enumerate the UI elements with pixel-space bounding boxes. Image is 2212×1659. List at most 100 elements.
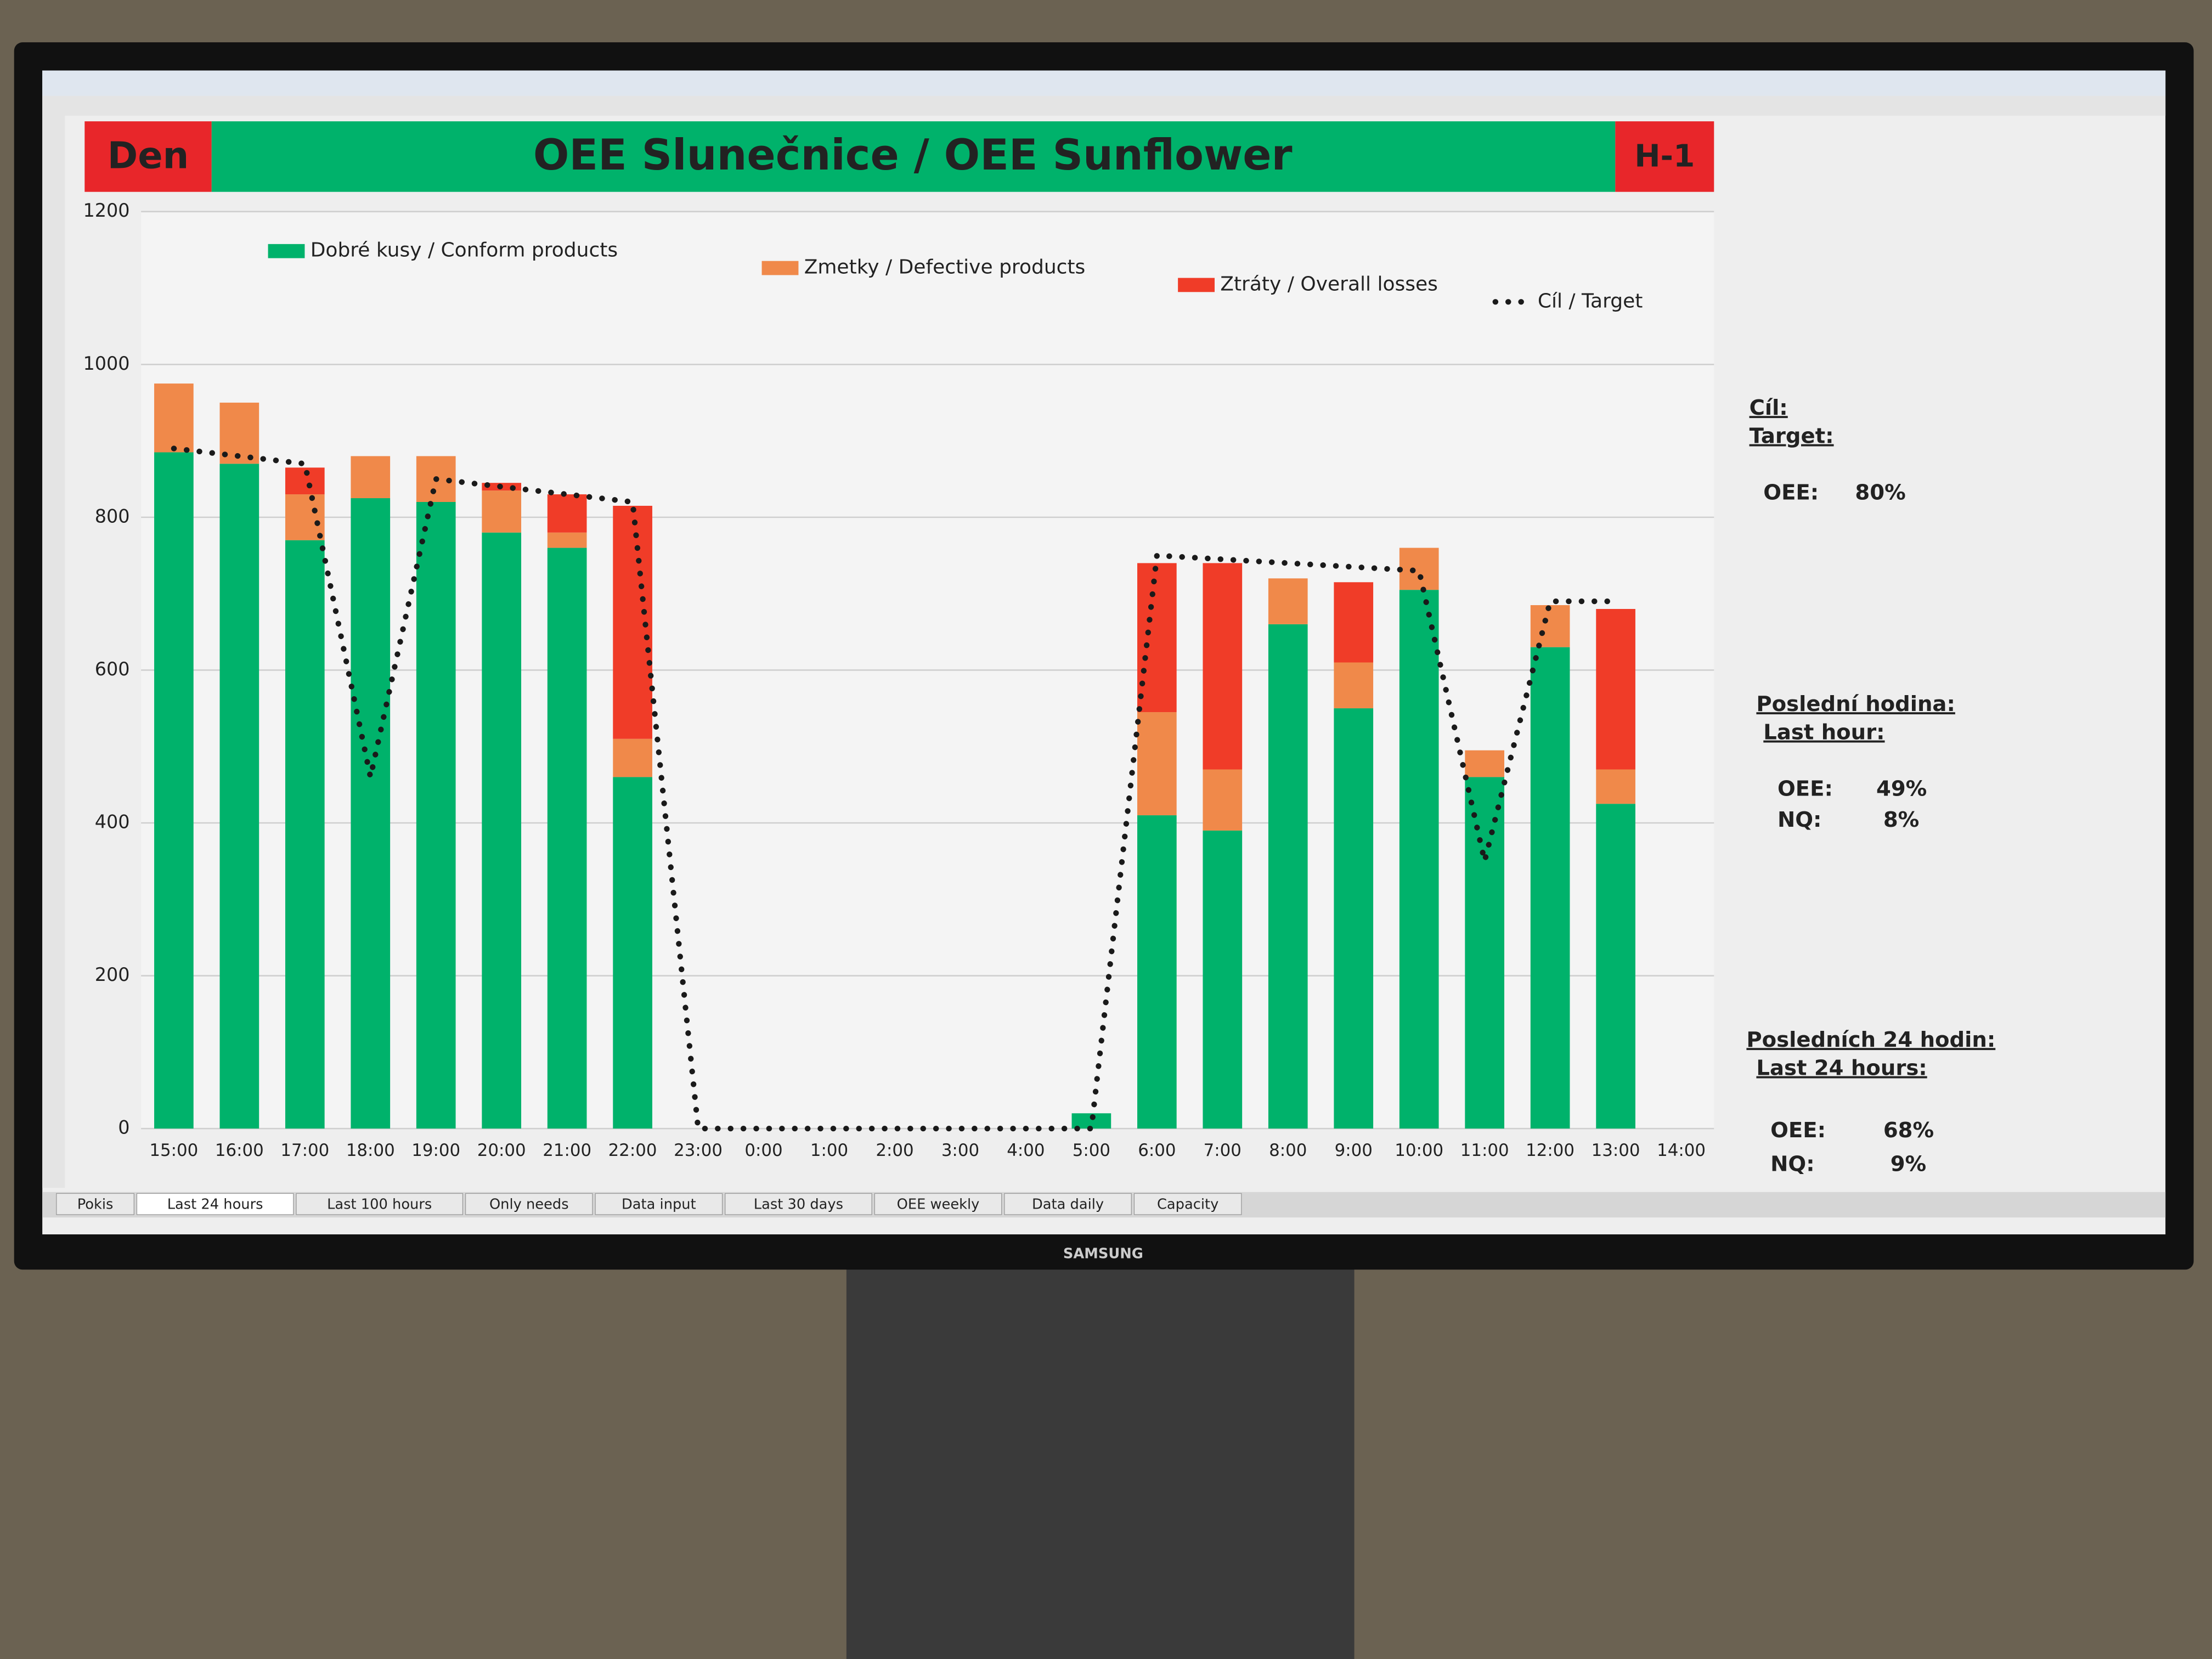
target-oee: 80% <box>1855 481 1905 505</box>
last-hour-heading: Poslední hodina: <box>1756 692 1955 716</box>
x-tick-label: 23:00 <box>674 1141 723 1160</box>
y-tick-label: 1000 <box>83 353 130 374</box>
sheet-tab[interactable] <box>1133 1193 1242 1215</box>
bar-segment <box>1203 769 1243 831</box>
sheet-tab[interactable] <box>595 1193 723 1215</box>
bar-segment <box>285 494 325 540</box>
last-24-oee-label: OEE: <box>1770 1118 1826 1143</box>
side-panel: Cíl: Target: OEE: 80% Poslední hodina: L… <box>1746 396 1995 1176</box>
last-24-nq-label: NQ: <box>1770 1152 1814 1177</box>
bar-segment <box>285 540 325 1129</box>
last-hour-nq-label: NQ: <box>1778 808 1821 832</box>
bar-segment <box>351 456 391 499</box>
bar-segment <box>1268 624 1308 1129</box>
x-tick-label: 10:00 <box>1395 1141 1443 1160</box>
column-header-row <box>42 95 2166 116</box>
sheet-tab-label[interactable]: Last 100 hours <box>327 1197 432 1213</box>
y-tick-label: 1200 <box>83 200 130 221</box>
sheet-tab-label[interactable]: OEE weekly <box>897 1197 980 1213</box>
x-tick-label: 21:00 <box>543 1141 591 1160</box>
y-tick-label: 800 <box>95 505 130 527</box>
bar-segment <box>1334 662 1374 709</box>
x-tick-label: 7:00 <box>1204 1141 1242 1160</box>
target-heading-en: Target: <box>1750 424 1834 449</box>
x-tick-label: 1:00 <box>810 1141 848 1160</box>
bar-segment <box>1465 750 1504 777</box>
sheet-tab-label[interactable]: Data input <box>622 1197 696 1213</box>
sheet-tab-label[interactable]: Data daily <box>1032 1197 1104 1213</box>
sheet-tab[interactable] <box>874 1193 1002 1215</box>
bar-segment <box>1596 769 1635 804</box>
last-24-nq: 9% <box>1891 1152 1926 1177</box>
last-hour-oee-label: OEE: <box>1778 777 1833 802</box>
x-tick-label: 11:00 <box>1460 1141 1509 1160</box>
legend-swatch <box>761 261 799 275</box>
sheet-tab-label[interactable]: Capacity <box>1157 1197 1218 1213</box>
x-tick-label: 12:00 <box>1526 1141 1575 1160</box>
legend-swatch <box>1178 278 1215 292</box>
bar-segment <box>1268 578 1308 624</box>
sheet-tab[interactable] <box>725 1193 872 1215</box>
sheet-tab-label[interactable]: Pokis <box>77 1197 114 1213</box>
legend-swatch <box>268 244 305 258</box>
sheet-tab-label[interactable]: Last 24 hours <box>167 1197 263 1213</box>
legend-label: Cíl / Target <box>1538 290 1643 312</box>
bar-segment <box>1399 548 1439 590</box>
sheet-tab-label[interactable]: Last 30 days <box>754 1197 843 1213</box>
sheet-tab[interactable] <box>465 1193 593 1215</box>
legend-label: Dobré kusy / Conform products <box>311 239 618 262</box>
last-24-heading-en: Last 24 hours: <box>1756 1056 1927 1081</box>
sheet-tab[interactable] <box>296 1193 464 1215</box>
x-tick-label: 19:00 <box>411 1141 460 1160</box>
x-tick-label: 13:00 <box>1592 1141 1640 1160</box>
bar-segment <box>547 532 587 548</box>
bar-segment <box>1334 582 1374 663</box>
pillar <box>846 1241 1355 1659</box>
sheet-tab[interactable] <box>56 1193 134 1215</box>
sheet-tab[interactable] <box>1004 1193 1132 1215</box>
bar-segment <box>1203 830 1243 1129</box>
last-24-heading: Posledních 24 hodin: <box>1746 1028 1995 1052</box>
bar-segment <box>1137 563 1177 713</box>
h1-label: H-1 <box>1634 138 1695 174</box>
bar-segment <box>1203 563 1243 770</box>
title-cell <box>211 121 1616 192</box>
x-tick-label: 2:00 <box>876 1141 913 1160</box>
bar-segment <box>1530 605 1570 647</box>
x-tick-label: 9:00 <box>1335 1141 1373 1160</box>
y-tick-label: 600 <box>95 658 130 680</box>
row-header-column <box>42 115 65 1188</box>
y-tick-label: 200 <box>95 964 130 985</box>
last-hour-nq: 8% <box>1883 808 1919 832</box>
bar-segment <box>613 777 652 1129</box>
legend-label: Ztráty / Overall losses <box>1220 273 1438 295</box>
bar-segment <box>482 490 522 533</box>
last-hour-oee: 49% <box>1876 777 1927 802</box>
bar-segment <box>547 548 587 1129</box>
den-label: Den <box>108 134 189 177</box>
x-tick-label: 17:00 <box>280 1141 329 1160</box>
title-bar <box>42 70 2166 96</box>
x-tick-label: 5:00 <box>1073 1141 1110 1160</box>
bar-segment <box>1334 708 1374 1129</box>
target-oee-label: OEE: <box>1763 481 1819 505</box>
bar-segment <box>219 464 259 1129</box>
x-tick-label: 6:00 <box>1138 1141 1176 1160</box>
bar-segment <box>416 502 456 1129</box>
x-tick-label: 22:00 <box>608 1141 657 1160</box>
sheet-tab-label[interactable]: Only needs <box>489 1197 569 1213</box>
bar-segment <box>1465 777 1504 1129</box>
x-tick-label: 16:00 <box>215 1141 264 1160</box>
bar-segment <box>1137 815 1177 1129</box>
x-tick-label: 18:00 <box>346 1141 395 1160</box>
y-tick-label: 0 <box>118 1117 129 1138</box>
x-tick-label: 3:00 <box>941 1141 979 1160</box>
x-tick-label: 4:00 <box>1007 1141 1045 1160</box>
bar-segment <box>482 532 522 1129</box>
bar-segment <box>1596 804 1635 1129</box>
sheet-tab[interactable] <box>136 1193 294 1215</box>
bar-segment <box>154 383 194 453</box>
bar-segment <box>154 452 194 1129</box>
